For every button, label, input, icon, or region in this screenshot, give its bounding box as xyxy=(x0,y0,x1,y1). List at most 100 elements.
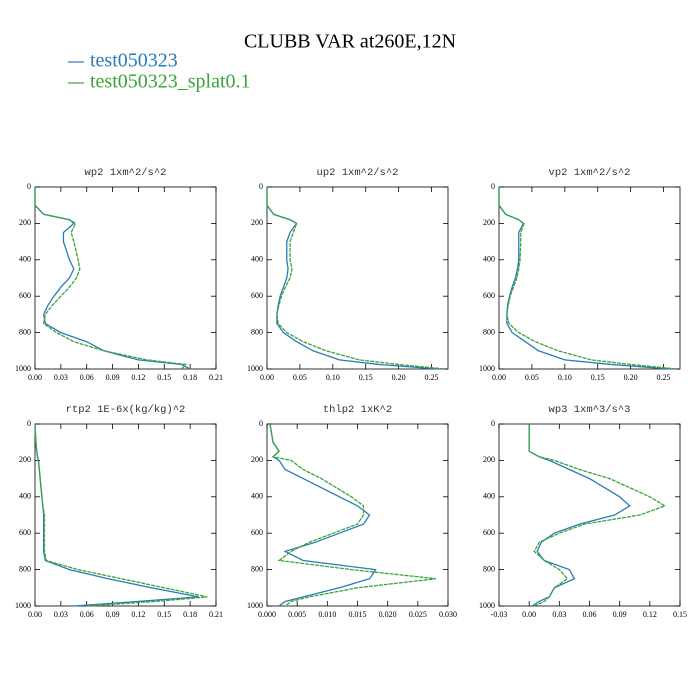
panel-title: wp3 1xm^3/s^3 xyxy=(549,404,631,416)
x-tick-label: 0.06 xyxy=(583,610,597,619)
x-tick-label: 0.25 xyxy=(657,373,671,382)
x-tick-label: 0.05 xyxy=(293,373,307,382)
y-tick-label: 200 xyxy=(251,218,263,227)
y-tick-label: 0 xyxy=(27,182,31,191)
x-tick-label: 0.09 xyxy=(613,610,627,619)
y-tick-label: 800 xyxy=(483,327,495,336)
y-tick-label: 400 xyxy=(483,255,495,264)
x-tick-label: 0.00 xyxy=(28,373,42,382)
y-tick-label: 600 xyxy=(251,528,263,537)
y-tick-label: 400 xyxy=(483,492,495,501)
legend-label: test050323_splat0.1 xyxy=(90,71,251,93)
x-tick-label: -0.03 xyxy=(491,610,508,619)
x-tick-label: 0.06 xyxy=(80,610,94,619)
x-tick-label: 0.00 xyxy=(492,373,506,382)
x-tick-label: 0.15 xyxy=(359,373,373,382)
x-tick-label: 0.12 xyxy=(131,373,145,382)
series-line xyxy=(498,187,677,370)
y-tick-label: 0 xyxy=(259,182,263,191)
series-line xyxy=(34,423,199,607)
x-tick-label: 0.09 xyxy=(106,610,120,619)
y-tick-label: 1000 xyxy=(15,364,31,373)
series-line xyxy=(269,423,377,607)
plot-frame xyxy=(266,186,449,370)
x-tick-label: 0.15 xyxy=(673,610,687,619)
y-tick-label: 0 xyxy=(27,419,31,428)
panel-title: rtp2 1E-6x(kg/kg)^2 xyxy=(66,404,186,416)
x-tick-label: 0.000 xyxy=(258,610,276,619)
y-tick-label: 1000 xyxy=(15,601,31,610)
x-tick-label: 0.05 xyxy=(525,373,539,382)
y-tick-label: 800 xyxy=(251,564,263,573)
x-tick-label: 0.21 xyxy=(209,373,223,382)
x-tick-label: 0.18 xyxy=(183,610,197,619)
series-line xyxy=(528,424,631,607)
y-tick-label: 1000 xyxy=(247,601,263,610)
series-line xyxy=(266,187,439,370)
x-tick-label: 0.015 xyxy=(349,610,367,619)
x-tick-label: 0.00 xyxy=(28,610,42,619)
legend-label: test050323 xyxy=(90,50,178,72)
y-tick-label: 400 xyxy=(251,492,263,501)
x-tick-label: 0.10 xyxy=(558,373,572,382)
plot-frame xyxy=(498,423,681,607)
y-tick-label: 600 xyxy=(251,291,263,300)
y-tick-label: 200 xyxy=(483,218,495,227)
x-tick-label: 0.025 xyxy=(409,610,427,619)
x-tick-label: 0.03 xyxy=(552,610,566,619)
y-tick-label: 800 xyxy=(19,564,31,573)
y-tick-label: 1000 xyxy=(479,364,495,373)
plot-frame xyxy=(498,186,681,370)
x-tick-label: 0.15 xyxy=(157,610,171,619)
series-line xyxy=(528,424,667,607)
x-tick-label: 0.21 xyxy=(209,610,223,619)
x-tick-label: 0.03 xyxy=(54,610,68,619)
x-tick-label: 0.12 xyxy=(131,610,145,619)
x-tick-label: 0.06 xyxy=(80,373,94,382)
y-tick-label: 200 xyxy=(19,218,31,227)
panel-title: wp2 1xm^2/s^2 xyxy=(85,167,167,179)
y-tick-label: 200 xyxy=(251,455,263,464)
y-tick-label: 400 xyxy=(19,255,31,264)
y-tick-label: 400 xyxy=(251,255,263,264)
y-tick-label: 0 xyxy=(491,182,495,191)
panel-title: up2 1xm^2/s^2 xyxy=(317,167,399,179)
series-line xyxy=(498,187,671,370)
x-tick-label: 0.005 xyxy=(288,610,306,619)
x-tick-label: 0.010 xyxy=(318,610,336,619)
y-tick-label: 1000 xyxy=(247,364,263,373)
y-tick-label: 800 xyxy=(483,564,495,573)
series-line xyxy=(266,187,445,370)
x-tick-label: 0.18 xyxy=(183,373,197,382)
series-line xyxy=(34,187,191,370)
y-tick-label: 600 xyxy=(483,291,495,300)
series-line xyxy=(34,423,208,607)
y-tick-label: 600 xyxy=(19,528,31,537)
x-tick-label: 0.00 xyxy=(260,373,274,382)
y-tick-label: 1000 xyxy=(479,601,495,610)
x-tick-label: 0.20 xyxy=(624,373,638,382)
x-tick-label: 0.15 xyxy=(157,373,171,382)
y-tick-label: 800 xyxy=(251,327,263,336)
series-line xyxy=(34,187,188,370)
x-tick-label: 0.15 xyxy=(591,373,605,382)
series-line xyxy=(269,423,437,607)
y-tick-label: 0 xyxy=(491,419,495,428)
x-tick-label: 0.25 xyxy=(425,373,439,382)
figure-title: CLUBB VAR at260E,12N xyxy=(244,31,456,53)
x-tick-label: 0.20 xyxy=(392,373,406,382)
y-tick-label: 800 xyxy=(19,327,31,336)
x-tick-label: 0.020 xyxy=(379,610,397,619)
plot-frame xyxy=(34,423,217,607)
panel-title: thlp2 1xK^2 xyxy=(323,404,392,416)
y-tick-label: 0 xyxy=(259,419,263,428)
y-tick-label: 600 xyxy=(19,291,31,300)
x-tick-label: 0.030 xyxy=(439,610,457,619)
y-tick-label: 200 xyxy=(483,455,495,464)
x-tick-label: 0.09 xyxy=(106,373,120,382)
panel-title: vp2 1xm^2/s^2 xyxy=(549,167,631,179)
x-tick-label: 0.12 xyxy=(643,610,657,619)
y-tick-label: 600 xyxy=(483,528,495,537)
x-tick-label: 0.00 xyxy=(522,610,536,619)
